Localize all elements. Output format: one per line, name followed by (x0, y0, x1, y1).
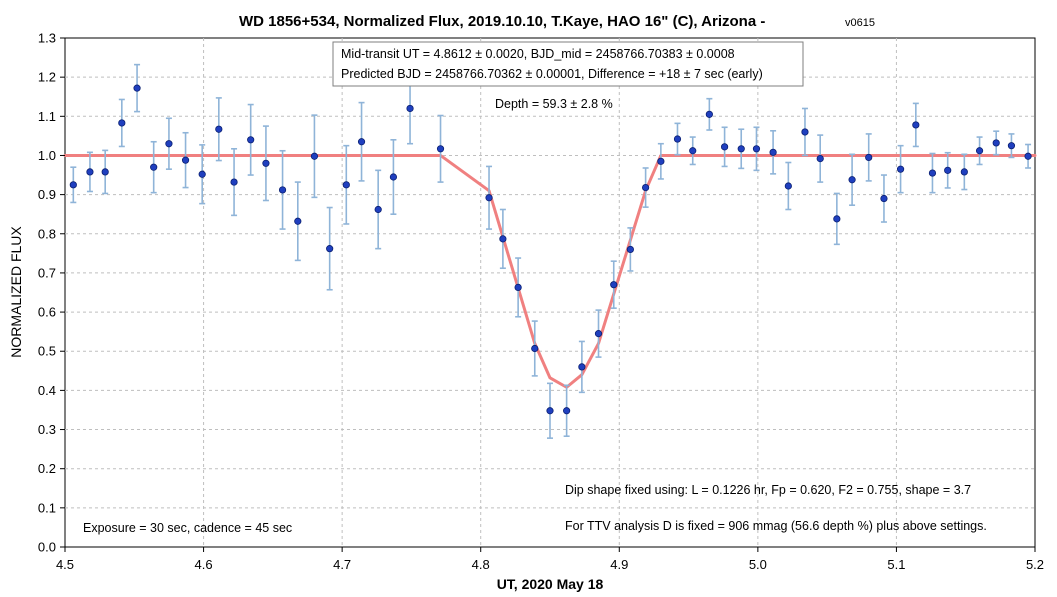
data-point (215, 125, 223, 133)
data-point (626, 245, 634, 254)
data-point (720, 143, 729, 151)
data-point (86, 168, 94, 176)
data-point (485, 194, 493, 202)
data-point (673, 135, 682, 143)
data-point (801, 128, 809, 136)
data-point (69, 181, 77, 189)
data-point (230, 178, 238, 186)
data-point (406, 104, 414, 113)
x-tick-labels: 4.5 4.6 4.7 4.8 4.9 5.0 5.1 5.2 (56, 547, 1044, 572)
data-point (436, 145, 445, 153)
data-point (865, 153, 873, 162)
y-tick-label: 0.3 (38, 422, 56, 437)
y-tick-label: 1.2 (38, 70, 56, 85)
y-tick-labels: 0.0 0.1 0.2 0.3 0.4 0.5 0.6 0.7 0.8 0.9 1.0 1.1 1.2 1… (38, 31, 65, 555)
data-point (389, 173, 398, 181)
chart-title: WD 1856+534, Normalized Flux, 2019.10.10… (239, 13, 765, 30)
x-tick-label: 5.0 (749, 557, 767, 572)
plot-frame (64, 37, 1036, 548)
data-point (896, 165, 905, 173)
data-point (578, 363, 586, 371)
data-point (848, 176, 856, 184)
data-point (374, 205, 382, 214)
data-point (880, 194, 888, 203)
data-point (705, 110, 713, 118)
data-point (784, 182, 792, 190)
data-point (342, 181, 350, 189)
y-tick-label: 0.6 (38, 305, 56, 320)
data-point (150, 163, 158, 171)
data-point (278, 186, 287, 194)
data-point (531, 344, 539, 353)
data-point (975, 147, 984, 155)
data-point (752, 145, 761, 153)
data-point (357, 138, 366, 146)
y-tick-label: 0.0 (38, 540, 56, 555)
data-point (294, 217, 302, 225)
data-point (657, 157, 665, 165)
mid-transit-text: Mid-transit UT = 4.8612 ± 0.0020, BJD_mi… (341, 47, 735, 61)
data-point (833, 215, 841, 223)
data-point (514, 283, 522, 292)
data-point (769, 148, 777, 156)
data-point (262, 159, 270, 167)
plot-area: 4.5 4.6 4.7 4.8 4.9 5.0 5.1 5.2 0.0 0.1 0.2 0.3 0.4… (38, 31, 1044, 573)
data-point (928, 169, 937, 177)
data-point (310, 152, 319, 160)
data-point (1007, 142, 1016, 150)
y-tick-label: 0.2 (38, 461, 56, 476)
x-tick-label: 4.9 (610, 557, 628, 572)
depth-text: Depth = 59.3 ± 2.8 % (495, 97, 613, 111)
dip-shape-text: Dip shape fixed using: L = 0.1226 hr, Fp… (565, 483, 971, 497)
y-axis-label: NORMALIZED FLUX (8, 226, 24, 358)
x-tick-label: 4.6 (195, 557, 213, 572)
data-point (118, 119, 126, 127)
data-point (326, 245, 334, 253)
y-tick-label: 0.5 (38, 344, 56, 359)
data-point (198, 170, 206, 178)
data-point (101, 168, 109, 176)
data-point (944, 166, 952, 174)
y-tick-label: 0.9 (38, 187, 56, 202)
y-tick-label: 0.4 (38, 383, 56, 398)
data-point (992, 139, 1000, 147)
data-point (1024, 152, 1032, 160)
data-point (165, 140, 173, 148)
x-axis-label: UT, 2020 May 18 (497, 576, 604, 592)
ttv-text: For TTV analysis D is fixed = 906 mmag (… (565, 519, 987, 533)
data-point (499, 235, 507, 243)
data-point (563, 407, 571, 415)
data-point (133, 84, 141, 92)
data-point (737, 145, 745, 153)
y-tick-label: 1.1 (38, 109, 56, 124)
data-points (69, 84, 1032, 415)
data-point (610, 281, 618, 289)
data-point (816, 154, 824, 163)
mid-transit-box: Mid-transit UT = 4.8612 ± 0.0020, BJD_mi… (332, 41, 804, 87)
y-tick-label: 1.3 (38, 31, 56, 46)
y-tick-label: 0.1 (38, 500, 56, 515)
exposure-text: Exposure = 30 sec, cadence = 45 sec (83, 521, 292, 535)
data-point (912, 121, 920, 129)
x-tick-label: 4.7 (333, 557, 351, 572)
mid-transit-box-frame (332, 41, 804, 87)
y-tick-label: 0.8 (38, 226, 56, 241)
data-point (689, 147, 697, 155)
data-point (247, 136, 255, 144)
gridlines (65, 38, 1035, 547)
x-tick-label: 5.2 (1026, 557, 1044, 572)
y-tick-label: 1.0 (38, 148, 56, 163)
x-tick-label: 4.8 (472, 557, 490, 572)
predicted-bjd-text: Predicted BJD = 2458766.70362 ± 0.00001,… (341, 67, 763, 81)
chart-title-version: v0615 (845, 17, 875, 29)
data-point (642, 183, 650, 192)
x-tick-label: 5.1 (887, 557, 905, 572)
data-point (181, 156, 190, 164)
data-point (546, 407, 554, 415)
data-point (960, 168, 968, 176)
y-tick-label: 0.7 (38, 265, 56, 280)
x-tick-label: 4.5 (56, 557, 74, 572)
data-point (594, 330, 603, 338)
